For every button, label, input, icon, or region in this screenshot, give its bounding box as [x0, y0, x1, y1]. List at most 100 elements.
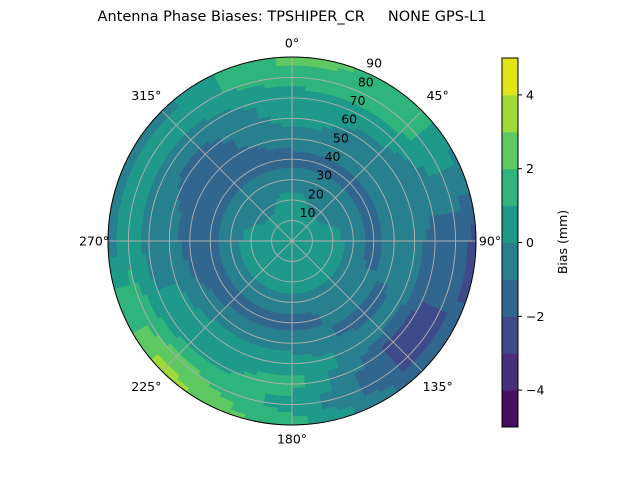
radial-tick-label: 70	[350, 93, 366, 108]
angular-gridline	[161, 110, 423, 372]
contour-cell	[348, 240, 354, 247]
colorbar-band	[502, 58, 518, 96]
angular-tick-label: 135°	[423, 379, 453, 394]
contour-cell	[401, 240, 407, 252]
contour-cell	[381, 240, 387, 250]
contour-cell	[238, 236, 244, 242]
contour-cell	[181, 231, 187, 242]
contour-cell	[287, 195, 293, 201]
contour-cell	[336, 240, 342, 246]
contour-cell	[291, 179, 298, 185]
radial-tick-label: 50	[333, 130, 349, 145]
contour-cell	[356, 240, 362, 248]
radial-tick-label: 90	[366, 56, 382, 71]
contour-cell	[177, 240, 183, 252]
contour-cell	[291, 309, 299, 315]
contour-cell	[291, 273, 296, 279]
contour-cell	[287, 187, 293, 193]
colorbar-band	[502, 94, 518, 133]
colorbar-band	[502, 242, 518, 280]
contour-cell	[360, 240, 366, 248]
contour-cell	[291, 334, 301, 340]
contour-cell	[291, 293, 298, 299]
contour-cell	[360, 234, 366, 242]
contour-cell	[254, 240, 260, 245]
contour-cell	[356, 234, 362, 242]
colorbar-tick-label: 0	[526, 235, 534, 250]
angular-tick-label: 45°	[427, 88, 449, 103]
radial-tick-label: 40	[325, 149, 341, 164]
polar-frame	[107, 56, 477, 426]
contour-cell	[197, 232, 203, 242]
contour-cell	[283, 330, 293, 336]
contour-cell	[291, 330, 301, 336]
contour-cell	[336, 236, 342, 242]
contour-cell	[282, 346, 293, 352]
contour-cell	[365, 240, 371, 249]
contour-cell	[181, 240, 187, 251]
contour-cell	[234, 240, 240, 247]
angular-tick-label: 0°	[285, 36, 299, 51]
contour-cell	[291, 305, 299, 311]
contour-cell	[381, 232, 387, 242]
contour-cell	[230, 240, 236, 247]
colorbar-band	[502, 316, 518, 354]
chart-title: Antenna Phase Biases: TPSHIPER_CR NONE G…	[97, 9, 487, 25]
contour-cell	[348, 235, 354, 242]
contour-cell	[340, 240, 346, 246]
contour-cell	[291, 281, 297, 287]
colorbar-tick-label: 4	[526, 87, 534, 102]
contour-cell	[340, 236, 346, 242]
polar-grid	[107, 56, 477, 426]
contour-cell	[287, 285, 293, 291]
contour-cell	[242, 240, 248, 246]
colorbar-band	[502, 131, 518, 170]
contour-cell	[282, 130, 293, 136]
contour-cell	[193, 240, 199, 250]
contour-cell	[385, 240, 391, 250]
contour-cell	[218, 240, 224, 248]
contour-cell	[288, 203, 293, 209]
contour-cell	[397, 231, 403, 242]
contour-cell	[284, 314, 293, 320]
contour-cell	[177, 230, 183, 242]
contour-cell	[291, 187, 297, 193]
contour-cell	[344, 235, 350, 242]
contour-cell	[284, 162, 293, 168]
contour-cell	[283, 334, 293, 340]
colorbar-band	[502, 390, 518, 428]
contour-cell	[291, 183, 298, 189]
contour-cell	[283, 146, 293, 152]
contour-cell	[291, 171, 299, 177]
contour-cell	[283, 326, 293, 332]
contour-cell	[291, 297, 298, 303]
contour-cell	[246, 240, 252, 246]
radial-tick-label: 30	[316, 168, 332, 183]
contour-cell	[287, 289, 293, 295]
contour-cell	[222, 240, 228, 248]
angular-tick-label: 225°	[131, 379, 161, 394]
contour-cell	[281, 350, 293, 356]
contour-cell	[288, 199, 293, 205]
contour-cell	[218, 234, 224, 242]
contour-cell	[291, 130, 302, 136]
contour-cell	[283, 142, 293, 148]
contour-cell	[242, 236, 248, 242]
contour-cell	[397, 240, 403, 251]
contour-cell	[286, 183, 293, 189]
angular-tick-label: 90°	[479, 234, 501, 249]
contour-cell	[291, 191, 297, 197]
radial-tick-label: 60	[341, 112, 357, 127]
contour-fill	[107, 56, 477, 426]
colorbar-tick-label: 2	[526, 161, 534, 176]
contour-cell	[328, 237, 334, 242]
contour-cell	[291, 314, 300, 320]
contour-cell	[377, 240, 383, 250]
radial-tick-label: 20	[308, 186, 324, 201]
contour-cell	[291, 277, 296, 283]
contour-cell	[285, 167, 293, 173]
contour-cell	[332, 236, 338, 242]
contour-cell	[401, 230, 407, 242]
contour-cell	[377, 232, 383, 242]
